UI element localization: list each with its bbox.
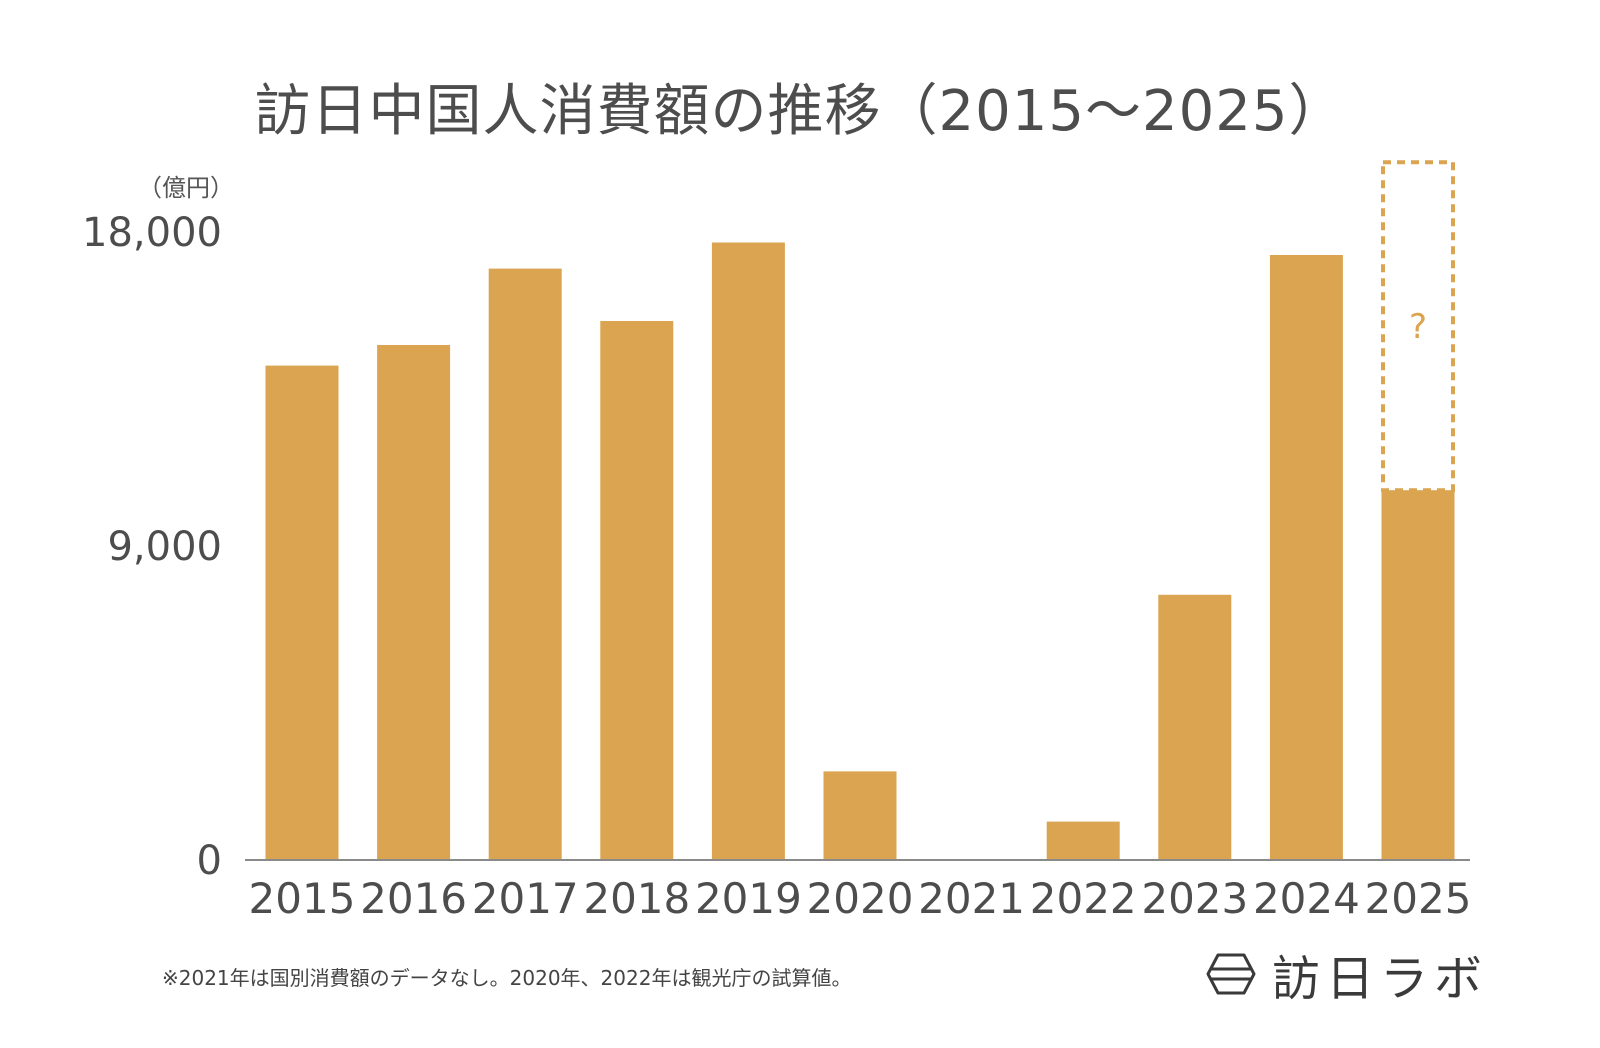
x-tick-labels: 2015 2016 2017 2018 2019 2020 2021 2022 2023 2024… (249, 874, 1472, 923)
bar-2024 (1269, 255, 1343, 860)
x-tick-label-2021: 2021 (918, 874, 1025, 923)
bar-2015 (265, 365, 339, 860)
chart-title: 訪日中国人消費額の推移（2015〜2025） (254, 79, 1346, 144)
y-tick-label-9,000: 9,000 (107, 524, 222, 570)
x-tick-label-2022: 2022 (1030, 874, 1137, 923)
bar-2016 (377, 345, 451, 860)
bar-2018 (600, 321, 674, 860)
y-tick-labels: 0 9,000 18,000 (82, 210, 222, 884)
bar-2023 (1158, 594, 1232, 860)
x-tick-label-2023: 2023 (1141, 874, 1248, 923)
brand-logo: 訪日ラボ (1206, 944, 1488, 1007)
hexagon-logo-icon (1206, 953, 1256, 995)
y-axis-unit-label: （億円） (138, 174, 234, 202)
x-tick-label-2025: 2025 (1365, 874, 1472, 923)
bar-2025 (1381, 490, 1455, 860)
x-tick-label-2015: 2015 (249, 874, 356, 923)
projection-box-2025 (1381, 160, 1455, 493)
x-tick-label-2017: 2017 (472, 874, 579, 923)
bar-2017 (488, 268, 562, 861)
x-tick-label-2020: 2020 (807, 874, 914, 923)
bar-2022 (1046, 821, 1120, 860)
x-tick-label-2016: 2016 (360, 874, 467, 923)
bars-group (265, 242, 1455, 861)
bar-2019 (711, 242, 785, 860)
bar-2020 (823, 771, 897, 860)
x-tick-label-2024: 2024 (1253, 874, 1360, 923)
projection-group: ? (1381, 160, 1455, 493)
x-tick-label-2018: 2018 (583, 874, 690, 923)
projection-question-mark: ? (1409, 307, 1427, 347)
footnote: ※2021年は国別消費額のデータなし。2020年、2022年は観光庁の試算値。 (162, 966, 852, 990)
logo-text: 訪日ラボ (1272, 951, 1489, 1007)
y-tick-label-18,000: 18,000 (82, 210, 222, 256)
x-tick-label-2019: 2019 (695, 874, 802, 923)
y-tick-label-0: 0 (197, 838, 222, 884)
